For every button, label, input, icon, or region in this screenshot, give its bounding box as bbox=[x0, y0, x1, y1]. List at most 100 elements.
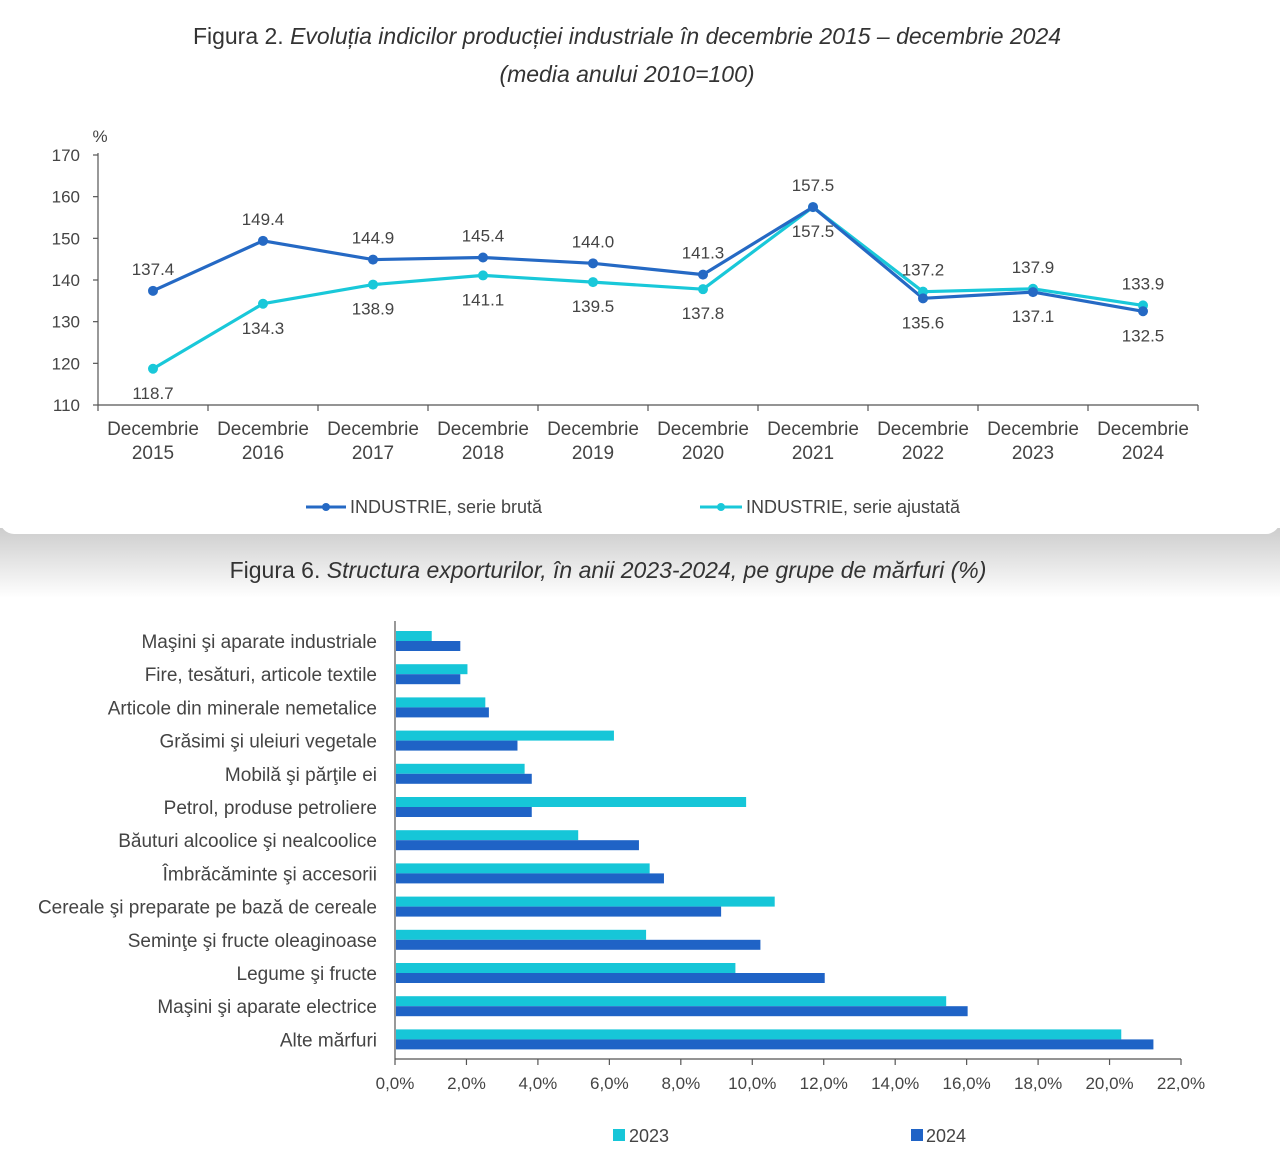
y-tick-label: 130 bbox=[52, 313, 80, 332]
y-axis-unit-label: % bbox=[92, 127, 107, 146]
x-tick-label: Decembrie 2023 bbox=[987, 419, 1079, 464]
x-tick-label: 16,0% bbox=[943, 1074, 991, 1093]
data-label-series-2: 141.1 bbox=[462, 290, 505, 309]
y-tick-label: 150 bbox=[52, 229, 80, 248]
data-label-series-1: 137.4 bbox=[132, 260, 175, 279]
category-label: Băuturi alcoolice şi nealcoolice bbox=[118, 831, 377, 852]
data-label-series-1: 141.3 bbox=[682, 244, 725, 263]
bar-2024 bbox=[396, 1039, 1154, 1050]
x-tick-label: 20,0% bbox=[1085, 1074, 1133, 1093]
data-label-series-2: 157.5 bbox=[792, 222, 835, 241]
legend-label-2024: 2024 bbox=[926, 1126, 966, 1146]
data-label-series-2: 137.2 bbox=[902, 261, 945, 280]
data-point-series-2 bbox=[698, 284, 708, 295]
x-tick-label: Decembrie 2016 bbox=[217, 419, 309, 464]
data-point-series-1 bbox=[368, 254, 378, 265]
x-tick-label: 6,0% bbox=[590, 1074, 629, 1093]
data-label-series-2: 138.9 bbox=[352, 300, 395, 319]
bar-2024 bbox=[396, 807, 532, 817]
category-label: Îmbrăcăminte şi accesorii bbox=[162, 863, 377, 885]
x-tick-label: 22,0% bbox=[1157, 1074, 1205, 1093]
series-line-1 bbox=[152, 205, 1144, 313]
x-tick-label: 4,0% bbox=[519, 1074, 558, 1093]
category-label: Cereale şi preparate pe bază de cereale bbox=[38, 898, 377, 919]
x-tick-label: Decembrie 2021 bbox=[767, 419, 859, 464]
x-tick-label: Decembrie 2022 bbox=[877, 419, 969, 464]
x-tick-label: Decembrie 2020 bbox=[657, 419, 749, 464]
x-tick-label: 12,0% bbox=[800, 1074, 848, 1093]
category-label: Seminţe şi fructe oleaginoase bbox=[128, 931, 377, 952]
data-point-series-1 bbox=[588, 258, 598, 269]
bar-2023 bbox=[396, 664, 468, 675]
data-point-series-1 bbox=[478, 252, 488, 263]
data-label-series-1: 144.0 bbox=[572, 232, 615, 251]
bar-2023 bbox=[396, 863, 650, 874]
bar-2023 bbox=[396, 830, 579, 841]
category-label: Alte mărfuri bbox=[280, 1030, 377, 1051]
bar-2024 bbox=[396, 707, 489, 718]
legend-label-series-2: INDUSTRIE, serie ajustată bbox=[746, 497, 961, 517]
x-tick-label: 0,0% bbox=[376, 1074, 415, 1093]
x-tick-label: 2,0% bbox=[447, 1074, 486, 1093]
figure-2-subtitle: (media anului 2010=100) bbox=[499, 61, 754, 87]
data-label-series-1: 157.5 bbox=[792, 176, 835, 195]
bar-2023 bbox=[396, 996, 947, 1007]
category-label: Petrol, produse petroliere bbox=[164, 798, 377, 819]
bar-2023 bbox=[396, 929, 647, 940]
legend-label-series-1: INDUSTRIE, serie brută bbox=[350, 497, 543, 517]
figure-6-bar-chart: Figura 6. Structura exporturilor, în ani… bbox=[38, 557, 1205, 1146]
figure-2-line-chart: Figura 2. Evoluția indicilor producției … bbox=[52, 23, 1199, 517]
category-label: Legume şi fructe bbox=[237, 964, 377, 985]
category-label: Maşini şi aparate electrice bbox=[157, 997, 377, 1018]
bar-2023 bbox=[396, 697, 486, 708]
figure-2-legend: INDUSTRIE, serie brută INDUSTRIE, serie … bbox=[306, 497, 961, 517]
category-label: Grăsimi şi uleiuri vegetale bbox=[159, 732, 377, 753]
figure-6-title: Figura 6. Structura exporturilor, în ani… bbox=[230, 557, 987, 583]
x-tick-label: 8,0% bbox=[661, 1074, 700, 1093]
series-line-2 bbox=[152, 205, 1144, 371]
bar-2023 bbox=[396, 896, 775, 907]
x-tick-label: Decembrie 2017 bbox=[327, 419, 419, 464]
bar-2023 bbox=[396, 797, 747, 807]
bar-2024 bbox=[396, 939, 761, 950]
bar-2024 bbox=[396, 740, 518, 751]
data-label-series-1: 149.4 bbox=[242, 210, 285, 229]
category-label: Articole din minerale nemetalice bbox=[108, 698, 377, 719]
data-point-series-2 bbox=[148, 363, 158, 374]
legend-label-2023: 2023 bbox=[629, 1126, 669, 1146]
y-tick-label: 170 bbox=[52, 146, 80, 165]
x-tick-label: 10,0% bbox=[728, 1074, 776, 1093]
data-label-series-2: 118.7 bbox=[132, 384, 173, 403]
data-point-series-1 bbox=[1138, 306, 1148, 317]
bar-2024 bbox=[396, 906, 722, 917]
data-point-series-1 bbox=[808, 202, 818, 213]
x-tick-label: Decembrie 2015 bbox=[107, 419, 199, 464]
data-point-series-2 bbox=[588, 277, 598, 288]
data-label-series-2: 137.8 bbox=[682, 304, 725, 323]
bar-2024 bbox=[396, 1006, 968, 1017]
x-tick-label: 14,0% bbox=[871, 1074, 919, 1093]
bar-2024 bbox=[396, 973, 825, 983]
bar-2024 bbox=[396, 873, 664, 884]
category-label: Fire, tesături, articole textile bbox=[145, 665, 377, 686]
bar-2023 bbox=[396, 763, 525, 774]
data-label-series-2: 133.9 bbox=[1122, 274, 1165, 293]
data-label-series-2: 137.9 bbox=[1012, 258, 1055, 277]
y-tick-label: 120 bbox=[52, 354, 80, 373]
data-label-series-1: 132.5 bbox=[1122, 326, 1165, 345]
bar-2023 bbox=[396, 631, 432, 641]
bar-2024 bbox=[396, 674, 461, 685]
x-tick-label: Decembrie 2024 bbox=[1097, 419, 1189, 464]
data-point-series-1 bbox=[258, 235, 268, 246]
data-point-series-1 bbox=[1028, 287, 1038, 298]
category-label: Mobilă şi părţile ei bbox=[225, 765, 377, 786]
x-tick-label: Decembrie 2019 bbox=[547, 419, 639, 464]
data-point-series-1 bbox=[148, 285, 158, 296]
data-point-series-2 bbox=[368, 279, 378, 290]
bar-2024 bbox=[396, 840, 639, 851]
category-label: Maşini şi aparate industriale bbox=[141, 632, 377, 653]
figure-2-title: Figura 2. Evoluția indicilor producției … bbox=[193, 23, 1061, 49]
data-label-series-1: 144.9 bbox=[352, 229, 395, 248]
legend-swatch-2023 bbox=[613, 1129, 625, 1141]
data-label-series-1: 145.4 bbox=[462, 227, 505, 246]
